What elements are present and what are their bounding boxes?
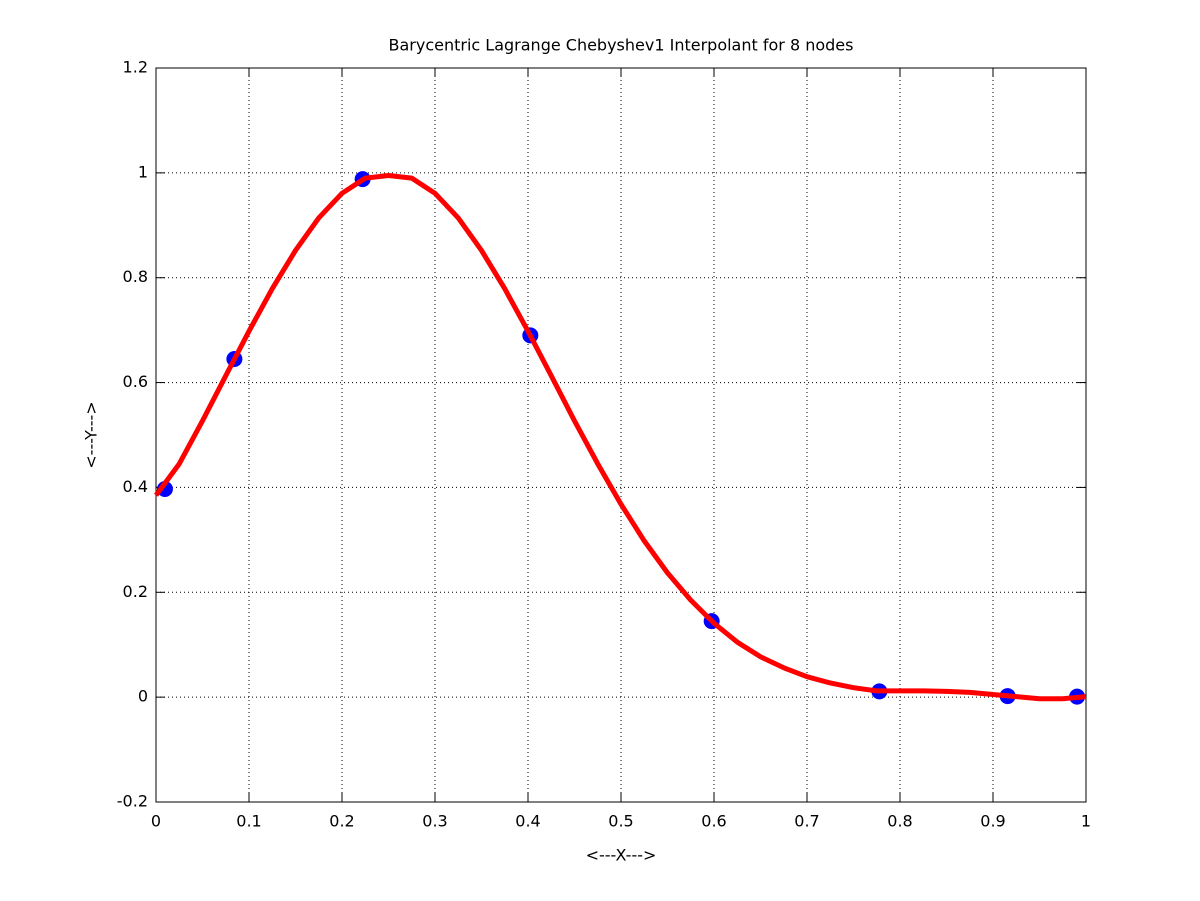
y-tick-label: 0.2	[123, 582, 148, 601]
y-tick-label: -0.2	[117, 792, 148, 811]
x-tick-label: 0.5	[608, 812, 633, 831]
x-tick-label: 0.7	[794, 812, 819, 831]
interpolant-line	[153, 172, 1087, 702]
x-tick-label: 0.2	[329, 812, 354, 831]
x-tick-label: 0.8	[887, 812, 912, 831]
y-tick-label: 0	[138, 687, 148, 706]
x-tick-label: 0.4	[515, 812, 540, 831]
y-tick-label: 0.4	[123, 477, 148, 496]
x-tick-label: 0.6	[701, 812, 726, 831]
y-tick-label: 0.6	[123, 372, 148, 391]
chart-title: Barycentric Lagrange Chebyshev1 Interpol…	[389, 36, 854, 55]
x-tick-label: 0.3	[422, 812, 447, 831]
x-tick-label: 0.9	[980, 812, 1005, 831]
x-tick-label: 1	[1081, 812, 1091, 831]
y-tick-label: 1	[138, 162, 148, 181]
y-tick-label: 1.2	[123, 58, 148, 77]
x-axis-label: <---X--->	[586, 846, 657, 865]
y-axis-label: <---Y--->	[82, 401, 101, 468]
x-tick-label: 0.1	[236, 812, 261, 831]
plot-frame	[155, 67, 1087, 803]
x-tick-label: 0	[151, 812, 161, 831]
y-tick-label: 0.8	[123, 267, 148, 286]
